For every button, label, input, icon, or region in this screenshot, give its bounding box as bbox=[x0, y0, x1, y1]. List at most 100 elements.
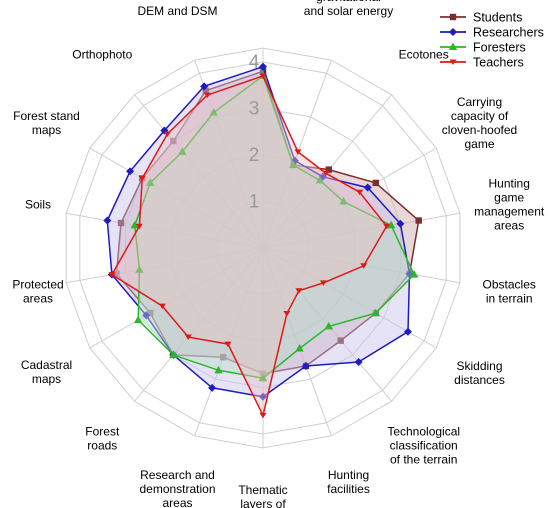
spoke-line bbox=[134, 247, 264, 402]
category-label-line: Forest stand bbox=[13, 109, 80, 123]
category-label-line: DEM and DSM bbox=[137, 4, 217, 18]
data-point-teachers bbox=[356, 189, 364, 196]
category-label: Ecotones bbox=[399, 48, 449, 62]
data-point-foresters bbox=[371, 308, 380, 317]
spoke-line bbox=[262, 247, 460, 284]
data-point-teachers bbox=[322, 170, 330, 177]
radial-tick-label: 4 bbox=[249, 52, 260, 73]
data-point-teachers bbox=[135, 223, 143, 230]
category-label-line: Carrying bbox=[457, 95, 502, 109]
category-label-line: Cadastral bbox=[21, 358, 72, 372]
category-label-line: areas bbox=[494, 219, 524, 233]
data-point-students bbox=[259, 370, 267, 377]
category-label: DEM and DSM bbox=[137, 4, 217, 18]
category-label-line: management bbox=[474, 205, 545, 219]
data-point-students bbox=[325, 166, 332, 173]
data-point-foresters bbox=[295, 344, 304, 352]
category-label-line: in terrain bbox=[486, 291, 533, 305]
data-point-foresters bbox=[130, 220, 139, 229]
spoke-line bbox=[262, 247, 332, 437]
data-point-students bbox=[147, 309, 154, 317]
legend-marker-teachers bbox=[449, 59, 457, 65]
data-point-researchers bbox=[403, 327, 412, 336]
category-label: Hunting facilities bbox=[327, 468, 370, 496]
category-label-line: maps bbox=[32, 123, 61, 137]
data-point-foresters bbox=[387, 220, 396, 229]
data-point-foresters bbox=[409, 270, 419, 278]
category-label: Cadastral maps bbox=[21, 358, 72, 386]
data-point-students bbox=[113, 270, 120, 277]
category-label: Potentialgravitationaland solar energy bbox=[304, 0, 393, 18]
category-label-line: areas bbox=[162, 496, 192, 508]
category-label-line: Research and bbox=[140, 468, 215, 482]
category-label-line: facilities bbox=[327, 482, 370, 496]
data-point-teachers bbox=[259, 412, 267, 419]
data-point-foresters bbox=[169, 350, 178, 358]
category-label-line: layers of bbox=[240, 497, 286, 508]
legend-marker-researchers bbox=[449, 28, 457, 36]
data-point-foresters bbox=[324, 321, 333, 330]
data-point-researchers bbox=[363, 183, 372, 192]
data-point-teachers bbox=[283, 311, 291, 317]
category-label-line: roads bbox=[87, 439, 117, 453]
category-label-line: Protected bbox=[12, 277, 63, 291]
category-label: Forest standattributes bbox=[230, 0, 297, 3]
category-label: Orthophoto bbox=[72, 48, 132, 62]
data-point-researchers bbox=[301, 361, 310, 370]
data-point-teachers bbox=[259, 73, 267, 79]
category-label-line: Hunting bbox=[489, 177, 530, 191]
data-point-foresters bbox=[315, 175, 324, 184]
spoke-line bbox=[262, 147, 437, 249]
data-point-foresters bbox=[135, 265, 144, 273]
category-label: Forest stand maps bbox=[13, 109, 80, 137]
data-point-researchers bbox=[103, 216, 112, 225]
radial-tick-label: 3 bbox=[249, 99, 260, 120]
data-point-foresters bbox=[258, 373, 268, 382]
data-point-teachers bbox=[319, 280, 327, 286]
data-point-researchers bbox=[142, 311, 151, 320]
spoke-line bbox=[66, 247, 264, 284]
data-point-researchers bbox=[396, 219, 405, 228]
category-label-line: classification bbox=[390, 439, 458, 453]
category-label-line: demonstration bbox=[139, 482, 215, 496]
data-point-foresters bbox=[178, 147, 187, 155]
data-point-foresters bbox=[146, 178, 155, 186]
legend-label-foresters: Foresters bbox=[473, 41, 526, 55]
data-point-teachers bbox=[203, 92, 211, 99]
category-label-line: Hunting bbox=[328, 468, 369, 482]
category-label: Protected areas bbox=[12, 277, 63, 305]
category-label-line: gravitational bbox=[316, 0, 381, 4]
spoke-line bbox=[66, 212, 264, 249]
radial-tick-label: 2 bbox=[249, 145, 260, 166]
data-point-teachers bbox=[138, 175, 146, 182]
data-point-students bbox=[202, 87, 209, 94]
category-label-line: Forest bbox=[85, 425, 120, 439]
category-label: Skidding distances bbox=[454, 359, 505, 387]
data-point-students bbox=[337, 337, 344, 344]
category-label: Carrying capacity of cloven-hoofed game bbox=[442, 95, 517, 151]
spoke-line bbox=[262, 59, 332, 249]
series-foresters bbox=[130, 71, 419, 382]
data-point-foresters bbox=[209, 108, 218, 116]
data-point-teachers bbox=[158, 303, 166, 310]
category-label-line: Ecotones bbox=[399, 48, 449, 62]
category-label-line: Orthophoto bbox=[72, 48, 132, 62]
category-label: Research and demonstration areas bbox=[139, 468, 215, 508]
data-point-students bbox=[415, 217, 422, 224]
data-point-researchers bbox=[354, 357, 363, 366]
data-point-students bbox=[170, 137, 177, 145]
radar-series-area bbox=[103, 62, 422, 419]
radial-axis-ticks: 1 2 3 4 bbox=[249, 52, 260, 213]
data-point-teachers bbox=[294, 149, 302, 155]
category-label-line: Obstacles bbox=[483, 277, 536, 291]
spoke-line bbox=[89, 147, 264, 249]
radial-tick-label: 1 bbox=[249, 192, 260, 213]
data-point-teachers bbox=[224, 341, 232, 348]
spoke-line bbox=[89, 247, 264, 349]
category-label-line: Thematic bbox=[238, 483, 287, 497]
category-label-line: Technological bbox=[387, 425, 460, 439]
data-point-teachers bbox=[360, 263, 368, 269]
data-point-foresters bbox=[133, 315, 143, 324]
